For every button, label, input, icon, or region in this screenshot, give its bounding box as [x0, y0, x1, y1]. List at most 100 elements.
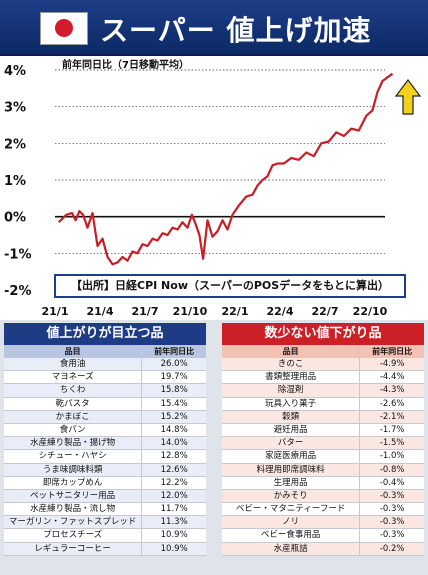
item-name: マーガリン・ファットスプレッド — [4, 516, 143, 529]
item-name: 除湿剤 — [222, 384, 361, 397]
col-item-header: 品目 — [222, 345, 361, 358]
table-row: 書類整理用品 -4.4% — [222, 371, 424, 385]
x-tick-label: 21/4 — [87, 305, 114, 318]
item-value: 12.6% — [160, 464, 188, 475]
chart-title: 前年同日比（7日移動平均） — [62, 58, 189, 71]
up-arrow-icon — [394, 79, 422, 115]
y-tick-label: -1% — [4, 247, 31, 262]
table-row: ノリ -0.3% — [222, 516, 424, 530]
item-name: 水産瓶詰 — [222, 542, 361, 555]
item-value: 12.0% — [160, 490, 188, 501]
item-name: ベビー・マタニティーフード — [222, 503, 361, 516]
col-value-header: 前年同日比 — [372, 347, 413, 356]
page-title: スーパー 値上げ加速 — [100, 14, 372, 47]
source-note: 【出所】日経CPI Now（スーパーのPOSデータをもとに算出） — [54, 274, 406, 298]
item-value: -4.3% — [379, 385, 405, 396]
item-value: 12.8% — [160, 451, 188, 462]
item-name: 家庭医療用品 — [222, 450, 361, 463]
item-value: -2.1% — [379, 411, 405, 422]
table-row: ベビー・マタニティーフード -0.3% — [222, 503, 424, 517]
item-value: -0.4% — [379, 477, 405, 488]
price-drop-table-title: 数少ない値下がり品 — [222, 323, 424, 345]
item-name: レギュラーコーヒー — [4, 542, 143, 555]
table-row: 水産練り製品・揚げ物 14.0% — [4, 437, 206, 451]
table-row: 家庭医療用品 -1.0% — [222, 450, 424, 464]
table-row: 水産瓶詰 -0.2% — [222, 542, 424, 556]
item-name: 水産練り製品・揚げ物 — [4, 437, 143, 450]
item-value: 10.9% — [160, 543, 188, 554]
table-row: レギュラーコーヒー 10.9% — [4, 542, 206, 556]
table-row: ベビー食事用品 -0.3% — [222, 529, 424, 543]
item-name: ちくわ — [4, 384, 143, 397]
table-row: シチュー・ハヤシ 12.8% — [4, 450, 206, 464]
x-tick-label: 21/1 — [42, 305, 69, 318]
item-name: 書類整理用品 — [222, 371, 361, 384]
item-value: 10.9% — [160, 530, 188, 541]
item-name: 玩具入り菓子 — [222, 397, 361, 410]
y-tick-label: 3% — [4, 101, 26, 116]
table-row: 除湿剤 -4.3% — [222, 384, 424, 398]
item-name: ノリ — [222, 516, 361, 529]
item-name: かまぼこ — [4, 410, 143, 423]
table-row: 料理用即席調味料 -0.8% — [222, 463, 424, 477]
item-name: うま味調味料類 — [4, 463, 143, 476]
table-row: かみそり -0.3% — [222, 489, 424, 504]
item-value: 15.4% — [160, 398, 188, 409]
item-value: 14.0% — [160, 438, 188, 449]
item-name: 食パン — [4, 423, 143, 437]
japan-flag-icon — [40, 12, 88, 45]
x-tick-label: 21/7 — [132, 305, 159, 318]
table-row: うま味調味料類 12.6% — [4, 463, 206, 477]
item-value: 19.7% — [160, 372, 188, 383]
table-row: 食用油 26.0% — [4, 358, 206, 372]
item-value: -0.8% — [379, 464, 405, 475]
tables-section: 値上がりが目立つ品 品目 前年同日比 食用油 26.0% マヨネーズ 19.7% ちくわ… — [0, 320, 428, 575]
x-tick-label: 22/1 — [222, 305, 249, 318]
table-header: 品目 前年同日比 — [4, 345, 206, 358]
table-row: 玩具入り菓子 -2.6% — [222, 397, 424, 411]
table-row: 乾パスタ 15.4% — [4, 397, 206, 411]
item-name: 乾パスタ — [4, 397, 143, 410]
item-name: バター — [222, 437, 361, 450]
price-rise-table: 値上がりが目立つ品 品目 前年同日比 食用油 26.0% マヨネーズ 19.7% ちくわ… — [4, 323, 206, 556]
series-line — [58, 72, 394, 266]
y-tick-label: -2% — [4, 284, 31, 299]
item-name: 水産練り製品・流し物 — [4, 503, 143, 516]
chart-panel: 前年同日比（7日移動平均） -2% -1% 0% 1% 2% 3% 4% 21/1 21/4 21/… — [0, 56, 428, 320]
y-tick-label: 4% — [4, 64, 26, 79]
item-value: -4.4% — [379, 372, 405, 383]
item-name: 避妊用品 — [222, 423, 361, 437]
item-name: ペットサニタリー用品 — [4, 489, 143, 503]
table-row: ペットサニタリー用品 12.0% — [4, 489, 206, 504]
y-tick-label: 2% — [4, 137, 26, 152]
item-name: きのこ — [222, 358, 361, 371]
item-value: -1.7% — [379, 424, 405, 435]
item-name: プロセスチーズ — [4, 529, 143, 542]
price-rise-table-body: 食用油 26.0% マヨネーズ 19.7% ちくわ 15.8% 乾パスタ 15.4% かまぼこ 1… — [4, 358, 206, 556]
table-row: マヨネーズ 19.7% — [4, 371, 206, 385]
price-drop-table: 数少ない値下がり品 品目 前年同日比 きのこ -4.9% 書類整理用品 -4.4% 除湿… — [222, 323, 424, 556]
table-row: 食パン 14.8% — [4, 423, 206, 438]
line-chart: 前年同日比（7日移動平均） -2% -1% 0% 1% 2% 3% 4% 21/1 21/4 21/… — [4, 58, 422, 318]
table-row: マーガリン・ファットスプレッド 11.3% — [4, 516, 206, 530]
item-value: -0.3% — [379, 530, 405, 541]
item-value: -0.3% — [379, 504, 405, 515]
item-value: 11.3% — [160, 517, 188, 528]
table-row: プロセスチーズ 10.9% — [4, 529, 206, 543]
item-value: 15.8% — [160, 385, 188, 396]
item-value: -1.5% — [379, 438, 405, 449]
table-row: かまぼこ 15.2% — [4, 410, 206, 424]
item-name: 料理用即席調味料 — [222, 463, 361, 476]
price-rise-table-title: 値上がりが目立つ品 — [4, 323, 206, 345]
item-name: 即席カップめん — [4, 476, 143, 489]
item-name: マヨネーズ — [4, 371, 143, 384]
item-value: 14.8% — [160, 424, 188, 435]
item-name: 生理用品 — [222, 476, 361, 489]
table-row: 生理用品 -0.4% — [222, 476, 424, 490]
item-value: 15.2% — [160, 411, 188, 422]
y-tick-label: 1% — [4, 174, 26, 189]
item-value: 12.2% — [160, 477, 188, 488]
item-value: 11.7% — [160, 504, 188, 515]
table-row: バター -1.5% — [222, 437, 424, 451]
item-value: -4.9% — [379, 359, 405, 369]
